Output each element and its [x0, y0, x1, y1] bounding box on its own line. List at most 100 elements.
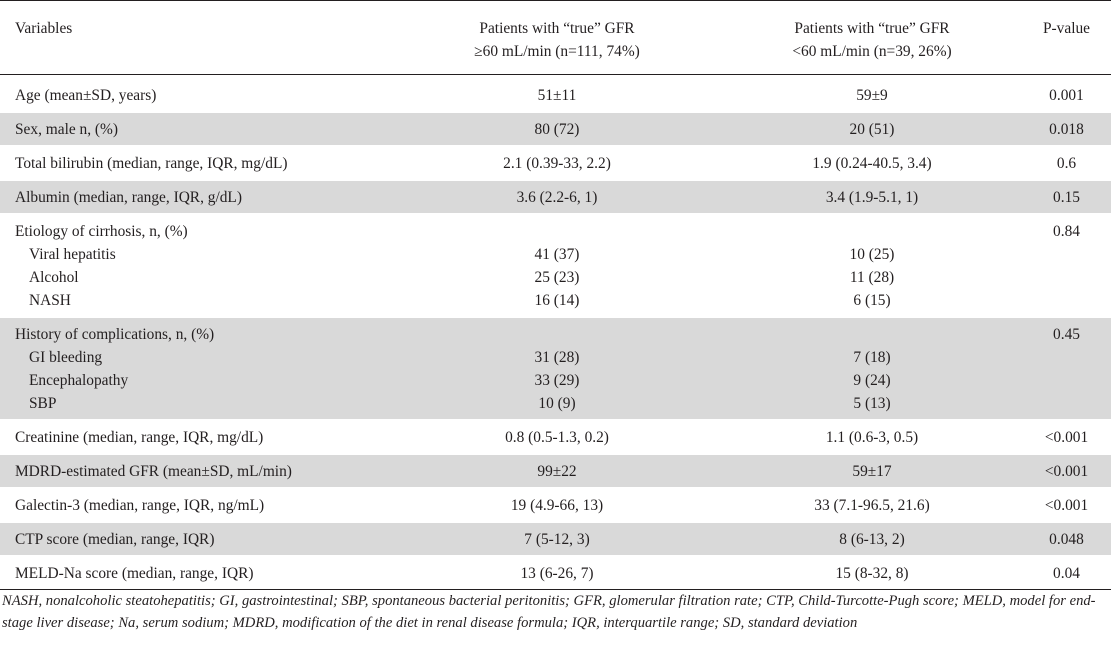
subvariable-label: GI bleeding [29, 349, 103, 366]
table-row: MDRD-estimated GFR (mean±SD, mL/min) 99±2… [0, 453, 1111, 488]
table-body: Age (mean±SD, years) 51±11 59±9 0.001 Sex, m… [0, 75, 1111, 589]
pvalue: 0.45 [1053, 326, 1080, 343]
variable-cell: Galectin-3 (median, range, IQR, ng/mL) [0, 487, 392, 522]
pvalue-cell: 0.15 [1022, 179, 1111, 214]
group2-value: 11 (28) [849, 269, 895, 286]
header-pvalue: P-value [1022, 0, 1111, 75]
group1-value: 25 (23) [534, 269, 580, 286]
pvalue: 0.048 [1049, 531, 1084, 548]
table-row: Sex, male n, (%) 80 (72) 20 (51) 0.018 [0, 111, 1111, 146]
group2-cell: 59±9 [722, 75, 1022, 113]
group1-value: 13 (6-26, 7) [520, 565, 594, 582]
group2-value: 10 (25) [849, 246, 895, 263]
variable-label: CTP score (median, range, IQR) [15, 531, 215, 548]
pvalue-cell: 0.6 [1022, 145, 1111, 180]
group1-cell: 41 (37) 25 (23) 16 (14) [392, 213, 722, 317]
group2-value: 9 (24) [853, 372, 891, 389]
pvalue-cell: <0.001 [1022, 487, 1111, 522]
variable-cell: History of complications, n, (%) GI bleed… [0, 316, 392, 420]
group1-value: 0.8 (0.5-1.3, 0.2) [505, 429, 609, 446]
header-group2-line1: Patients with “true” GFR [794, 20, 950, 37]
group1-value: 2.1 (0.39-33, 2.2) [503, 155, 611, 172]
group1-value: 33 (29) [534, 372, 580, 389]
variable-label: Galectin-3 (median, range, IQR, ng/mL) [15, 497, 265, 514]
table-row: MELD-Na score (median, range, IQR) 13 (6-… [0, 555, 1111, 589]
variable-cell: CTP score (median, range, IQR) [0, 521, 392, 556]
subvariable-label: SBP [29, 395, 57, 412]
group2-cell: 3.4 (1.9-5.1, 1) [722, 179, 1022, 214]
pvalue-cell: 0.001 [1022, 75, 1111, 113]
header-variables: Variables [0, 0, 392, 75]
header-row: Variables Patients with “true” GFR ≥60 m… [0, 0, 1111, 75]
header-group1: Patients with “true” GFR ≥60 mL/min (n=1… [392, 0, 722, 75]
pvalue: <0.001 [1044, 429, 1089, 446]
top-rule [0, 0, 1111, 1]
group1-cell: 99±22 [392, 453, 722, 488]
group2-cell: 1.9 (0.24-40.5, 3.4) [722, 145, 1022, 180]
group2-value: 1.1 (0.6-3, 0.5) [825, 429, 919, 446]
pvalue: 0.6 [1056, 155, 1077, 172]
pvalue: 0.001 [1049, 87, 1084, 104]
table-row: Age (mean±SD, years) 51±11 59±9 0.001 [0, 75, 1111, 113]
group2-cell: 20 (51) [722, 111, 1022, 146]
variable-label: MDRD-estimated GFR (mean±SD, mL/min) [15, 463, 292, 480]
table-header: Variables Patients with “true” GFR ≥60 m… [0, 0, 1111, 75]
group2-cell: 7 (18) 9 (24) 5 (13) [722, 316, 1022, 420]
subvariable-label: NASH [29, 292, 71, 309]
subvariable-label: Encephalopathy [29, 372, 129, 389]
header-group1-line1: Patients with “true” GFR [479, 20, 635, 37]
variable-label: Creatinine (median, range, IQR, mg/dL) [15, 429, 264, 446]
table-row: Creatinine (median, range, IQR, mg/dL) 0.… [0, 419, 1111, 454]
table-row: CTP score (median, range, IQR) 7 (5-12, 3… [0, 521, 1111, 556]
variable-cell: Sex, male n, (%) [0, 111, 392, 146]
group1-cell: 13 (6-26, 7) [392, 555, 722, 589]
group1-cell: 7 (5-12, 3) [392, 521, 722, 556]
subvariable-label: Viral hepatitis [29, 246, 116, 263]
variable-cell: Total bilirubin (median, range, IQR, mg/… [0, 145, 392, 180]
group1-cell: 19 (4.9-66, 13) [392, 487, 722, 522]
group2-cell: 15 (8-32, 8) [722, 555, 1022, 589]
group1-value: 80 (72) [534, 121, 580, 138]
group1-cell: 80 (72) [392, 111, 722, 146]
table-row: Total bilirubin (median, range, IQR, mg/… [0, 145, 1111, 180]
group2-value: 1.9 (0.24-40.5, 3.4) [812, 155, 932, 172]
group1-value: 10 (9) [538, 395, 576, 412]
variable-cell: Etiology of cirrhosis, n, (%) Viral hepat… [0, 213, 392, 317]
group1-value: 51±11 [537, 87, 577, 104]
variable-label: MELD-Na score (median, range, IQR) [15, 565, 254, 582]
variable-cell: MELD-Na score (median, range, IQR) [0, 555, 392, 589]
group2-cell: 1.1 (0.6-3, 0.5) [722, 419, 1022, 454]
variable-label: Total bilirubin (median, range, IQR, mg/… [15, 155, 288, 172]
patient-characteristics-table: Variables Patients with “true” GFR ≥60 m… [0, 0, 1111, 589]
group2-value: 59±9 [856, 87, 888, 104]
header-group2-line2: <60 mL/min (n=39, 26%) [792, 43, 952, 60]
group1-cell: 3.6 (2.2-6, 1) [392, 179, 722, 214]
pvalue-cell: 0.04 [1022, 555, 1111, 589]
table-row: Galectin-3 (median, range, IQR, ng/mL) 19… [0, 487, 1111, 522]
variable-cell: Creatinine (median, range, IQR, mg/dL) [0, 419, 392, 454]
group2-cell: 8 (6-13, 2) [722, 521, 1022, 556]
group2-value: 3.4 (1.9-5.1, 1) [825, 189, 919, 206]
group2-cell: 10 (25) 11 (28) 6 (15) [722, 213, 1022, 317]
table-row: Etiology of cirrhosis, n, (%) Viral hepat… [0, 213, 1111, 317]
pvalue-cell: 0.048 [1022, 521, 1111, 556]
header-group1-line2: ≥60 mL/min (n=111, 74%) [474, 43, 640, 60]
variable-cell: Albumin (median, range, IQR, g/dL) [0, 179, 392, 214]
group1-cell: 51±11 [392, 75, 722, 113]
group2-value: 5 (13) [853, 395, 891, 412]
group1-value: 99±22 [537, 463, 577, 480]
group1-value: 31 (28) [534, 349, 580, 366]
group1-cell: 2.1 (0.39-33, 2.2) [392, 145, 722, 180]
variable-label: Sex, male n, (%) [15, 121, 118, 138]
pvalue-cell: <0.001 [1022, 453, 1111, 488]
bottom-rule [0, 589, 1111, 590]
header-group2: Patients with “true” GFR <60 mL/min (n=3… [722, 0, 1022, 75]
group2-value: 20 (51) [849, 121, 895, 138]
group1-value: 16 (14) [534, 292, 580, 309]
pvalue: 0.15 [1053, 189, 1080, 206]
pvalue: <0.001 [1044, 463, 1089, 480]
variable-label: History of complications, n, (%) [15, 326, 215, 343]
group2-cell: 59±17 [722, 453, 1022, 488]
group2-cell: 33 (7.1-96.5, 21.6) [722, 487, 1022, 522]
group1-cell: 0.8 (0.5-1.3, 0.2) [392, 419, 722, 454]
